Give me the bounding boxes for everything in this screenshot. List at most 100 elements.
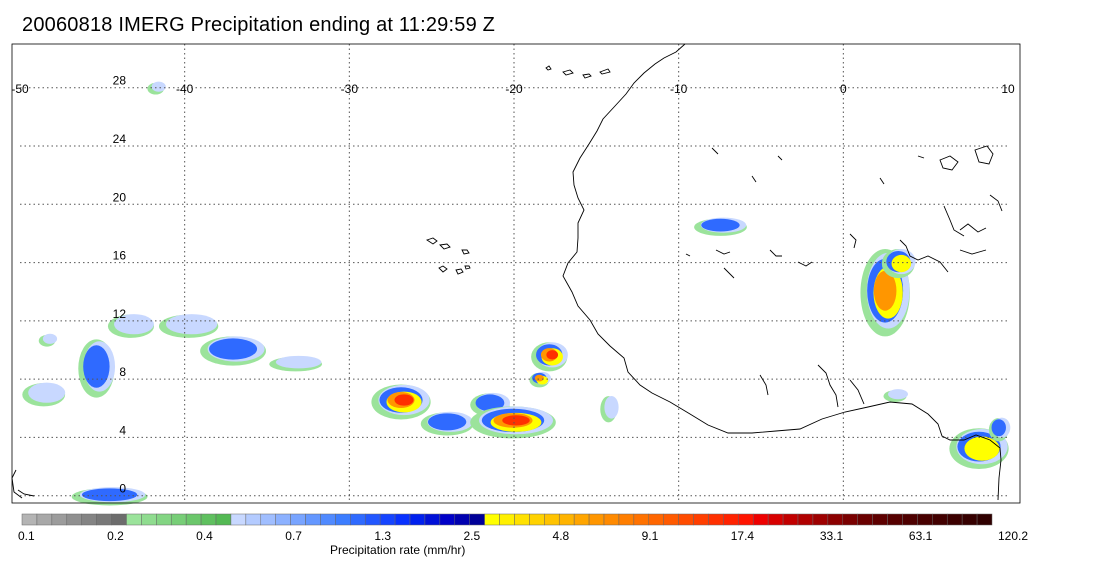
lat-tick-label: 28 — [113, 74, 127, 88]
precip-contour — [83, 345, 110, 388]
precip-contour — [394, 394, 414, 406]
precip-cell — [988, 417, 1011, 442]
colorbar-swatch — [156, 513, 172, 526]
colorbar-swatch — [618, 513, 635, 526]
precip-cell — [38, 333, 58, 347]
colorbar-swatch — [678, 513, 694, 526]
colorbar — [21, 513, 993, 526]
lon-tick-label: 10 — [1001, 82, 1015, 96]
colorbar-swatch — [603, 513, 620, 526]
colorbar-swatch — [170, 513, 187, 526]
colorbar-swatch — [529, 513, 545, 526]
colorbar-swatch — [185, 513, 202, 526]
colorbar-tick-label: 9.1 — [641, 529, 659, 543]
colorbar-swatch — [708, 513, 724, 526]
precip-cell — [22, 382, 66, 407]
lat-tick-label: 16 — [113, 249, 127, 263]
colorbar-swatch — [976, 513, 993, 526]
colorbar-swatch — [902, 513, 918, 526]
colorbar-swatch — [469, 513, 485, 526]
precip-cell — [470, 406, 556, 439]
colorbar-swatch — [558, 513, 575, 526]
lon-tick-label: -10 — [670, 82, 688, 96]
precip-contour — [427, 413, 467, 431]
colorbar-swatch — [633, 513, 650, 526]
colorbar-swatch — [752, 513, 769, 526]
precip-contour — [891, 254, 912, 273]
colorbar-swatch — [723, 513, 739, 526]
colorbar-swatch — [200, 513, 217, 526]
colorbar-swatch — [335, 513, 351, 526]
colorbar-swatch — [499, 513, 515, 526]
precip-cell — [600, 395, 619, 423]
precip-contour — [209, 338, 258, 360]
map-title: 20060818 IMERG Precipitation ending at 1… — [22, 14, 496, 36]
colorbar-swatch — [857, 513, 873, 526]
colorbar-swatch — [21, 513, 38, 526]
colorbar-swatch — [648, 513, 664, 526]
colorbar-swatch — [111, 513, 127, 526]
precip-contour — [275, 355, 322, 369]
lon-tick-label: -40 — [176, 82, 194, 96]
precip-cell — [531, 342, 568, 372]
lon-tick-label: -20 — [505, 82, 523, 96]
colorbar-swatch — [454, 513, 470, 526]
precip-contour — [475, 394, 505, 412]
colorbar-swatch — [350, 513, 366, 526]
colorbar-swatch — [439, 513, 456, 526]
precip-contour — [873, 270, 897, 311]
colorbar-swatch — [767, 513, 784, 526]
colorbar-swatch — [305, 513, 321, 526]
lat-tick-label: 20 — [113, 190, 127, 204]
colorbar-tick-label: 63.1 — [908, 529, 933, 543]
precip-contour — [701, 218, 740, 232]
colorbar-tick-label: 0.4 — [196, 529, 213, 543]
colorbar-tick-label: 0.1 — [18, 529, 35, 543]
precip-cell — [71, 487, 148, 506]
colorbar-swatch — [126, 513, 142, 526]
colorbar-swatch — [81, 513, 97, 526]
colorbar-swatch — [424, 513, 441, 526]
colorbar-swatch — [812, 513, 829, 526]
colorbar-swatch — [275, 513, 291, 526]
precip-contour — [546, 350, 559, 360]
colorbar-swatch — [887, 513, 903, 526]
precip-contour — [534, 374, 544, 382]
colorbar-swatch — [394, 513, 411, 526]
colorbar-swatch — [932, 513, 948, 526]
precip-contour — [888, 389, 908, 400]
colorbar-swatch — [588, 513, 605, 526]
colorbar-swatch — [320, 513, 336, 526]
precip-cell — [200, 336, 266, 366]
precip-contour — [502, 415, 530, 426]
colorbar-swatch — [484, 513, 500, 526]
precip-cell — [881, 248, 916, 279]
colorbar-tick-label: 2.5 — [463, 529, 481, 543]
precip-cell — [529, 371, 551, 388]
precip-contour — [165, 314, 218, 335]
precip-contour — [81, 488, 138, 502]
colorbar-swatch — [693, 513, 709, 526]
precip-cell — [420, 411, 474, 436]
precip-contour — [964, 436, 1000, 461]
precip-cell — [158, 314, 219, 338]
map-grid: -50 -40 -30 -20 -10 0 10 0 4 8 12 16 20 24 28 — [11, 44, 1015, 503]
precip-cell — [147, 81, 166, 95]
colorbar-swatch — [245, 513, 262, 526]
lat-tick-label: 0 — [119, 482, 126, 496]
colorbar-swatch — [842, 513, 858, 526]
colorbar-swatch — [872, 513, 888, 526]
precip-contour — [151, 81, 166, 92]
colorbar-swatch — [782, 513, 799, 526]
precip-contour — [604, 395, 619, 419]
coastline — [11, 43, 1003, 501]
colorbar-swatch — [738, 513, 754, 526]
colorbar-swatch — [827, 513, 844, 526]
precip-contour — [114, 314, 154, 335]
lon-tick-label: -50 — [11, 82, 29, 96]
colorbar-units-label: Precipitation rate (mm/hr) — [330, 543, 466, 557]
precip-contour — [42, 333, 58, 344]
colorbar-swatch — [917, 513, 933, 526]
colorbar-swatch — [290, 513, 306, 526]
